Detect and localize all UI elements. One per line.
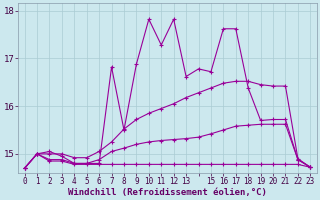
X-axis label: Windchill (Refroidissement éolien,°C): Windchill (Refroidissement éolien,°C) xyxy=(68,188,267,197)
